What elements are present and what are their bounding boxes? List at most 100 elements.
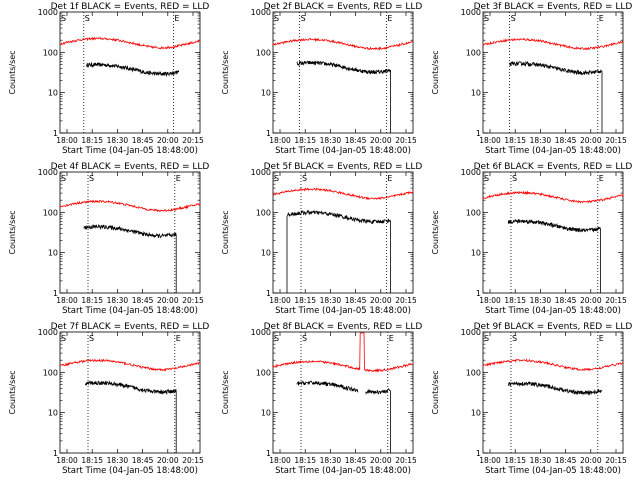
marker-label-e: E: [387, 174, 392, 183]
series-events-line: [83, 223, 177, 293]
marker-label-s: S: [302, 334, 307, 343]
x-tick-label: 18:30: [107, 456, 129, 465]
corner-marker-s: S: [61, 174, 66, 183]
x-tick-label: 18:45: [555, 456, 577, 465]
y-tick-label: 10: [471, 249, 481, 258]
y-tick-label: 1: [476, 449, 481, 458]
panel-title: Det 4f BLACK = Events, RED = LLD: [51, 162, 210, 172]
x-tick-label: 18:30: [107, 296, 129, 305]
marker-label-e: E: [387, 14, 392, 23]
x-tick-label: 20:00: [580, 296, 602, 305]
x-tick-label: 20:00: [370, 296, 392, 305]
y-tick-label: 1: [266, 449, 271, 458]
y-tick-label: 1: [53, 449, 58, 458]
x-tick-label: 20:15: [605, 136, 627, 145]
y-tick-label: 10: [261, 249, 271, 258]
plot-frame: [482, 331, 624, 454]
x-tick-label: 20:15: [395, 136, 417, 145]
x-tick-label: 18:15: [504, 136, 526, 145]
x-tick-label: 20:00: [580, 456, 602, 465]
y-axis-label: Counts/sec: [8, 370, 17, 414]
series-events-line: [84, 380, 177, 453]
y-tick-label: 1000: [461, 168, 481, 177]
corner-marker-s: S: [484, 334, 489, 343]
series-events-line: [509, 60, 603, 133]
y-tick-label: 1000: [251, 8, 271, 17]
y-axis-label: Counts/sec: [431, 50, 440, 94]
marker-label-s: S: [302, 174, 307, 183]
series-lld-line: [272, 37, 414, 51]
corner-marker-s: S: [274, 14, 279, 23]
y-axis-label: Counts/sec: [431, 210, 440, 254]
series-lld-line: [482, 358, 624, 372]
panel-det-3: Det 3f BLACK = Events, RED = LLD 1 10 100 10…: [431, 2, 632, 156]
panel-title: Det 2f BLACK = Events, RED = LLD: [264, 2, 423, 12]
series-lld-line: [59, 199, 201, 213]
x-tick-label: 18:15: [294, 136, 316, 145]
x-tick-label: 18:15: [504, 456, 526, 465]
x-tick-label: 20:15: [395, 456, 417, 465]
marker-label-s: S: [85, 14, 90, 23]
x-axis-label: Start Time (04-Jan-05 18:48:00): [62, 306, 198, 316]
panel-det-2: Det 2f BLACK = Events, RED = LLD 1 10 100 10…: [221, 2, 422, 156]
x-tick-label: 18:00: [269, 296, 291, 305]
x-tick-label: 18:30: [320, 456, 342, 465]
x-tick-label: 18:30: [530, 456, 552, 465]
marker-label-s: S: [511, 14, 516, 23]
x-tick-label: 18:30: [320, 296, 342, 305]
y-tick-label: 1: [266, 289, 271, 298]
series-events-line: [507, 218, 601, 293]
y-axis-label: Counts/sec: [8, 210, 17, 254]
plot-frame: [272, 331, 414, 454]
x-tick-label: 18:45: [132, 296, 154, 305]
x-tick-label: 20:00: [157, 296, 179, 305]
y-tick-label: 100: [43, 208, 58, 217]
x-axis-label: Start Time (04-Jan-05 18:48:00): [275, 306, 411, 316]
y-tick-label: 100: [256, 368, 271, 377]
marker-label-e: E: [389, 334, 394, 343]
panel-det-5: Det 5f BLACK = Events, RED = LLD 1 10 100 10…: [221, 162, 422, 316]
marker-label-s: S: [512, 174, 517, 183]
y-tick-label: 100: [466, 48, 481, 57]
y-tick-label: 100: [466, 208, 481, 217]
y-tick-label: 100: [43, 368, 58, 377]
x-axis-label: Start Time (04-Jan-05 18:48:00): [275, 466, 411, 476]
y-tick-label: 1: [476, 129, 481, 138]
y-tick-label: 100: [466, 368, 481, 377]
panel-title: Det 8f BLACK = Events, RED = LLD: [264, 322, 423, 332]
x-tick-label: 18:45: [555, 136, 577, 145]
x-axis-label: Start Time (04-Jan-05 18:48:00): [485, 146, 621, 156]
series-lld-line: [482, 190, 624, 204]
corner-marker-s: S: [274, 174, 279, 183]
panel-title: Det 6f BLACK = Events, RED = LLD: [474, 162, 633, 172]
x-tick-label: 18:00: [56, 136, 78, 145]
y-tick-label: 1000: [38, 168, 58, 177]
series-events-line: [507, 381, 603, 396]
y-axis-label: Counts/sec: [8, 50, 17, 94]
plot-frame: [59, 11, 201, 134]
series-lld-line: [272, 187, 414, 201]
x-tick-label: 20:00: [370, 136, 392, 145]
series-lld-line: [272, 332, 414, 373]
y-axis-label: Counts/sec: [431, 370, 440, 414]
y-tick-label: 1: [476, 289, 481, 298]
marker-label-s: S: [512, 334, 517, 343]
y-tick-label: 10: [48, 89, 58, 98]
x-axis-label: Start Time (04-Jan-05 18:48:00): [275, 146, 411, 156]
series-lld-line: [59, 358, 200, 372]
x-axis-label: Start Time (04-Jan-05 18:48:00): [62, 466, 198, 476]
y-tick-label: 1: [266, 129, 271, 138]
y-tick-label: 1000: [38, 8, 58, 17]
x-tick-label: 20:15: [182, 456, 204, 465]
marker-label-e: E: [174, 14, 179, 23]
marker-label-e: E: [176, 174, 181, 183]
x-axis-label: Start Time (04-Jan-05 18:48:00): [485, 466, 621, 476]
x-tick-label: 18:30: [320, 136, 342, 145]
plot-frame: [272, 11, 414, 134]
x-tick-label: 18:30: [530, 136, 552, 145]
x-tick-label: 18:15: [81, 456, 103, 465]
y-axis-label: Counts/sec: [221, 370, 230, 414]
x-tick-label: 18:00: [56, 296, 78, 305]
x-tick-label: 18:15: [81, 296, 103, 305]
